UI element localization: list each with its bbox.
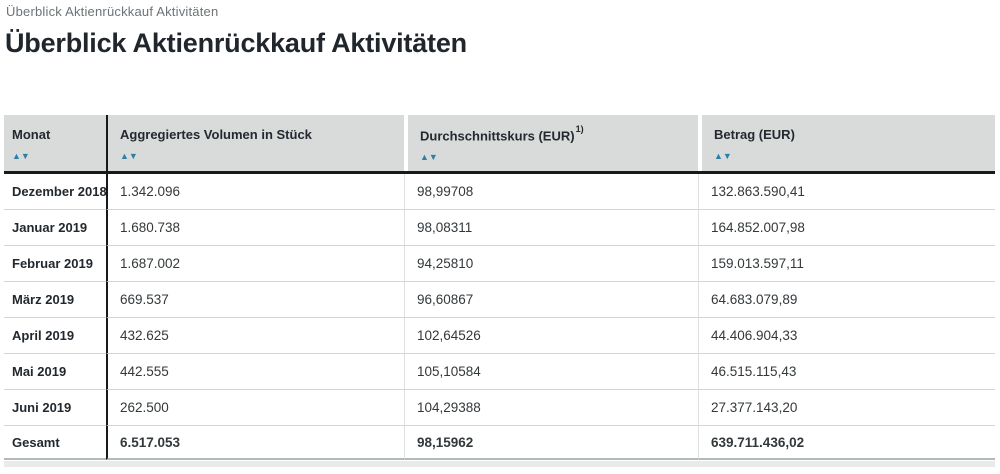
table-row: Februar 2019 1.687.002 94,25810 159.013.597… — [4, 246, 995, 283]
table-header: Monat ▲▼ Aggregiertes Volumen in Stück ▲… — [4, 115, 995, 175]
cell-betrag: 159.013.597,11 — [698, 246, 995, 283]
cell-betrag: 64.683.079,89 — [698, 282, 995, 319]
footnote-marker: 1) — [575, 124, 584, 134]
table-body: Dezember 2018 1.342.096 98,99708 132.863.59… — [4, 174, 995, 461]
horizontal-scrollbar[interactable] — [4, 461, 995, 468]
cell-volumen: 6.517.053 — [106, 426, 404, 461]
sort-asc-icon[interactable]: ▲ — [420, 152, 429, 163]
cell-volumen: 1.680.738 — [106, 210, 404, 247]
cell-monat: April 2019 — [4, 318, 106, 355]
cell-kurs: 98,99708 — [404, 174, 698, 211]
breadcrumb: Überblick Aktienrückkauf Aktivitäten — [6, 4, 219, 19]
sort-control-monat[interactable]: ▲▼ — [12, 151, 98, 161]
sort-desc-icon[interactable]: ▼ — [128, 151, 138, 161]
cell-volumen: 1.687.002 — [106, 246, 404, 283]
table-row-total: Gesamt 6.517.053 98,15962 639.711.436,02 — [4, 426, 995, 461]
column-header-volumen: Aggregiertes Volumen in Stück ▲▼ — [106, 115, 404, 172]
sort-control-durchschnittskurs[interactable]: ▲▼ — [420, 152, 690, 162]
cell-kurs: 104,29388 — [404, 390, 698, 427]
cell-betrag: 44.406.904,33 — [698, 318, 995, 355]
column-label: Betrag (EUR) — [714, 127, 795, 142]
cell-betrag: 27.377.143,20 — [698, 390, 995, 427]
sort-asc-icon[interactable]: ▲ — [714, 151, 723, 161]
column-header-betrag: Betrag (EUR) ▲▼ — [698, 115, 995, 172]
cell-volumen: 669.537 — [106, 282, 404, 319]
sort-desc-icon[interactable]: ▼ — [20, 151, 30, 161]
table-row: März 2019 669.537 96,60867 64.683.079,89 — [4, 282, 995, 319]
column-header-monat: Monat ▲▼ — [4, 115, 106, 172]
sort-asc-icon[interactable]: ▲ — [12, 151, 21, 161]
sort-control-betrag[interactable]: ▲▼ — [714, 151, 987, 161]
cell-kurs: 98,08311 — [404, 210, 698, 247]
cell-betrag: 46.515.115,43 — [698, 354, 995, 391]
page-title: Überblick Aktienrückkauf Aktivitäten — [5, 28, 467, 58]
column-label: Monat — [12, 127, 51, 142]
cell-monat: Februar 2019 — [4, 246, 106, 283]
cell-volumen: 432.625 — [106, 318, 404, 355]
cell-monat: Mai 2019 — [4, 354, 106, 391]
sort-desc-icon[interactable]: ▼ — [722, 151, 732, 161]
table-row: April 2019 432.625 102,64526 44.406.904,33 — [4, 318, 995, 355]
column-label: Durchschnittskurs (EUR)1) — [420, 124, 584, 144]
cell-monat: März 2019 — [4, 282, 106, 319]
cell-betrag: 639.711.436,02 — [698, 426, 995, 461]
cell-monat: Dezember 2018 — [4, 174, 107, 211]
column-header-durchschnittskurs: Durchschnittskurs (EUR)1) ▲▼ — [404, 115, 698, 172]
cell-monat: Gesamt — [4, 426, 106, 461]
sort-desc-icon[interactable]: ▼ — [428, 152, 438, 163]
sort-control-volumen[interactable]: ▲▼ — [120, 151, 396, 161]
cell-monat: Januar 2019 — [4, 210, 106, 247]
table-row: Juni 2019 262.500 104,29388 27.377.143,20 — [4, 390, 995, 427]
cell-betrag: 164.852.007,98 — [698, 210, 995, 247]
table-row: Mai 2019 442.555 105,10584 46.515.115,43 — [4, 354, 995, 391]
cell-monat: Juni 2019 — [4, 390, 106, 427]
buyback-table: Monat ▲▼ Aggregiertes Volumen in Stück ▲… — [4, 115, 995, 461]
cell-kurs: 98,15962 — [404, 426, 698, 461]
cell-volumen: 442.555 — [106, 354, 404, 391]
cell-volumen: 262.500 — [106, 390, 404, 427]
cell-kurs: 105,10584 — [404, 354, 698, 391]
table-row: Dezember 2018 1.342.096 98,99708 132.863.59… — [4, 174, 995, 211]
cell-kurs: 94,25810 — [404, 246, 698, 283]
cell-betrag: 132.863.590,41 — [698, 174, 995, 211]
sort-asc-icon[interactable]: ▲ — [120, 151, 129, 161]
cell-volumen: 1.342.096 — [106, 174, 404, 211]
table-row: Januar 2019 1.680.738 98,08311 164.852.007,… — [4, 210, 995, 247]
cell-kurs: 102,64526 — [404, 318, 698, 355]
cell-kurs: 96,60867 — [404, 282, 698, 319]
column-label: Aggregiertes Volumen in Stück — [120, 127, 312, 142]
